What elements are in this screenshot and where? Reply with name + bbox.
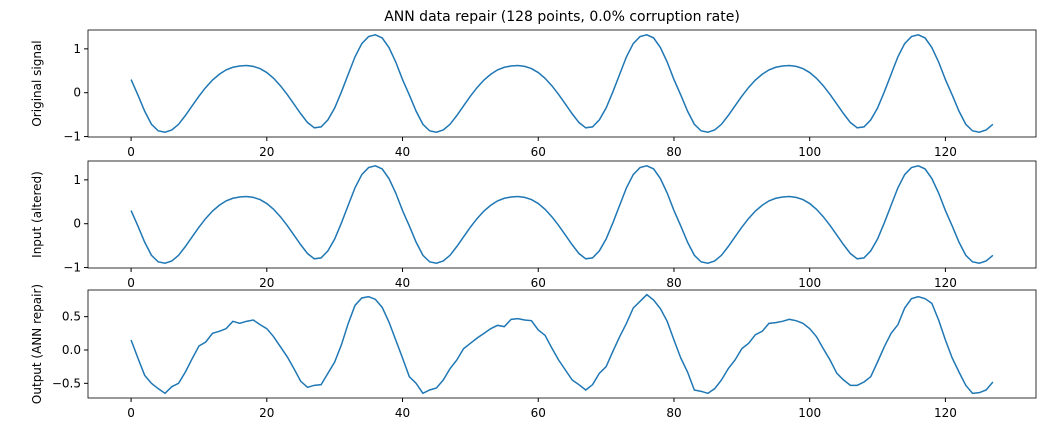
- x-tick-label: 60: [531, 145, 546, 159]
- y-tick-label: −1: [63, 130, 81, 144]
- x-tick-label: 80: [666, 145, 681, 159]
- x-tick-label: 40: [395, 276, 410, 290]
- y-axis-label: Input (altered): [30, 171, 44, 258]
- axes-frame: [87, 289, 1037, 399]
- y-tick-label: 1: [73, 42, 81, 56]
- x-tick-label: 60: [531, 276, 546, 290]
- x-tick-label: 100: [798, 276, 821, 290]
- data-line: [130, 165, 994, 264]
- y-axis-label: Output (ANN repair): [30, 284, 44, 404]
- y-tick-label: −0.5: [52, 376, 81, 390]
- y-axis-label: Original signal: [30, 40, 44, 126]
- y-tick-label: 0: [73, 217, 81, 231]
- axes-frame: [87, 29, 1037, 138]
- y-tick-label: 1: [73, 173, 81, 187]
- x-tick-label: 40: [395, 406, 410, 420]
- x-tick-label: 20: [259, 145, 274, 159]
- y-tick-label: −1: [63, 261, 81, 275]
- y-tick-label: 0.0: [62, 343, 81, 357]
- x-tick-label: 0: [127, 145, 135, 159]
- y-tick-label: 0.5: [62, 310, 81, 324]
- x-tick-label: 80: [666, 406, 681, 420]
- x-tick-label: 0: [127, 276, 135, 290]
- data-line: [130, 293, 994, 395]
- x-tick-label: 120: [934, 145, 957, 159]
- data-line: [130, 34, 994, 133]
- x-tick-label: 120: [934, 276, 957, 290]
- x-tick-label: 60: [531, 406, 546, 420]
- y-tick-label: 0: [73, 86, 81, 100]
- x-tick-label: 20: [259, 406, 274, 420]
- x-tick-label: 0: [127, 406, 135, 420]
- x-tick-label: 20: [259, 276, 274, 290]
- chart-title: ANN data repair (128 points, 0.0% corrup…: [384, 9, 740, 25]
- x-tick-label: 120: [934, 406, 957, 420]
- x-tick-label: 100: [798, 145, 821, 159]
- x-tick-label: 100: [798, 406, 821, 420]
- x-tick-label: 40: [395, 145, 410, 159]
- axes-frame: [87, 160, 1037, 269]
- x-tick-label: 80: [666, 276, 681, 290]
